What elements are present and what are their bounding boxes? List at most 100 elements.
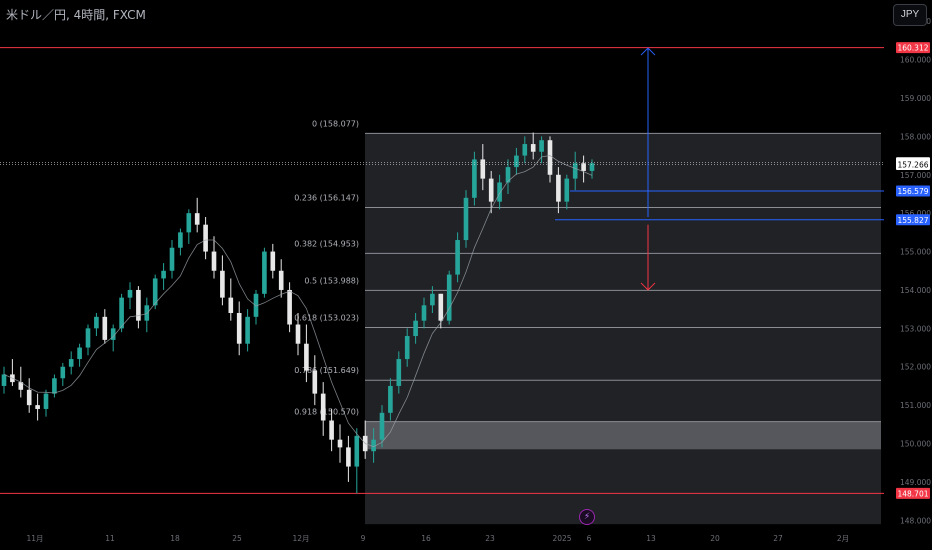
candle-body bbox=[220, 270, 225, 298]
candle-body bbox=[43, 393, 49, 409]
candle-body bbox=[35, 405, 40, 409]
x-tick-label: 20 bbox=[710, 534, 720, 543]
x-tick-label: 13 bbox=[646, 534, 656, 543]
x-tick-label: 9 bbox=[361, 534, 366, 543]
y-tick-label: 158.000 bbox=[900, 132, 931, 141]
candle-body bbox=[60, 366, 66, 379]
fib-level-label: 0.382 (154.953) bbox=[294, 239, 359, 248]
down-arrow-head bbox=[640, 282, 656, 291]
candle-body bbox=[68, 359, 74, 367]
fib-level-label: 0.786 (151.649) bbox=[294, 366, 359, 375]
lightning-icon[interactable]: ⚡ bbox=[579, 509, 595, 525]
price-label-bg bbox=[896, 214, 930, 226]
candle-body bbox=[236, 312, 242, 344]
y-tick-label: 152.000 bbox=[900, 363, 931, 372]
y-tick-label: 154.000 bbox=[900, 286, 931, 295]
candle-body bbox=[127, 289, 133, 298]
candle-body bbox=[505, 167, 511, 183]
candle-body bbox=[522, 144, 528, 156]
candle-body bbox=[337, 439, 343, 448]
chart-title: 米ドル／円, 4時間, FXCM bbox=[6, 8, 146, 22]
x-tick-label: 25 bbox=[232, 534, 242, 543]
fib-level-label: 0.236 (156.147) bbox=[294, 194, 359, 203]
y-tick-label: 155.000 bbox=[900, 248, 931, 257]
price-label-bg bbox=[896, 185, 930, 197]
candle-body bbox=[421, 305, 427, 321]
x-tick-label: 16 bbox=[421, 534, 431, 543]
candle-body bbox=[253, 293, 259, 317]
y-tick-label: 156.000 bbox=[900, 209, 931, 218]
candle-body bbox=[136, 289, 141, 321]
candle-body bbox=[1, 374, 7, 386]
candle-body bbox=[371, 439, 376, 452]
moving-average-line bbox=[3, 155, 593, 448]
x-tick-label: 6 bbox=[587, 534, 592, 543]
candle-body bbox=[497, 182, 502, 202]
y-tick-label: 151.000 bbox=[900, 401, 931, 410]
y-tick-label: 157.000 bbox=[900, 171, 931, 180]
candle-body bbox=[438, 293, 444, 321]
candle-body bbox=[295, 324, 301, 344]
x-tick-label: 12月 bbox=[292, 534, 309, 543]
candle-body bbox=[152, 278, 158, 306]
candle-body bbox=[186, 213, 192, 233]
fib-level-label: 0.618 (153.023) bbox=[294, 313, 359, 322]
candle-body bbox=[379, 412, 385, 440]
candle-body bbox=[480, 159, 486, 179]
candle-body bbox=[211, 251, 217, 271]
fib-level-label: 0.5 (153.988) bbox=[304, 276, 359, 285]
y-tick-label: 159.000 bbox=[900, 94, 931, 103]
price-label: 148.701 bbox=[897, 489, 928, 498]
y-tick-label: 149.000 bbox=[900, 478, 931, 487]
candle-body bbox=[18, 382, 24, 390]
candle-body bbox=[320, 393, 326, 421]
price-label-bg bbox=[896, 42, 930, 54]
candle-body bbox=[472, 159, 477, 198]
candle-body bbox=[85, 328, 91, 348]
candle-body bbox=[178, 232, 183, 248]
fib-band bbox=[365, 421, 881, 450]
price-label: 155.827 bbox=[897, 216, 928, 225]
candle-body bbox=[102, 316, 108, 340]
candle-body bbox=[119, 297, 124, 329]
y-tick-label: 148.000 bbox=[900, 516, 931, 525]
candle-body bbox=[52, 378, 57, 394]
candle-body bbox=[463, 197, 469, 241]
candle-body bbox=[94, 316, 99, 329]
price-label: 156.579 bbox=[897, 187, 928, 196]
candle-body bbox=[388, 385, 393, 413]
candle-body bbox=[589, 163, 595, 171]
candle-body bbox=[161, 270, 166, 279]
x-tick-label: 23 bbox=[485, 534, 495, 543]
candle-body bbox=[110, 328, 116, 340]
currency-button[interactable]: JPY bbox=[893, 4, 927, 26]
x-tick-label: 18 bbox=[170, 534, 180, 543]
candle-body bbox=[413, 320, 418, 337]
candle-body bbox=[26, 389, 32, 406]
fib-zone bbox=[365, 133, 881, 525]
candle-body bbox=[304, 343, 309, 371]
candle-body bbox=[287, 289, 292, 325]
candle-body bbox=[194, 213, 200, 225]
y-tick-label: 153.000 bbox=[900, 324, 931, 333]
candle-body bbox=[514, 155, 519, 168]
candle-body bbox=[396, 359, 402, 386]
y-tick-label: 150.000 bbox=[900, 440, 931, 449]
candle-body bbox=[354, 435, 360, 467]
candle-body bbox=[581, 163, 586, 171]
candle-body bbox=[262, 251, 267, 294]
candle-body bbox=[329, 420, 334, 440]
x-tick-label: 2025 bbox=[552, 534, 571, 543]
candle-body bbox=[430, 293, 435, 306]
x-tick-label: 11月 bbox=[26, 534, 43, 543]
candle-body bbox=[245, 316, 250, 344]
candle-body bbox=[77, 347, 82, 360]
candle-body bbox=[539, 140, 544, 152]
candle-body bbox=[169, 247, 175, 271]
candle-body bbox=[278, 270, 284, 290]
fib-level-label: 0.918 (150.570) bbox=[294, 408, 359, 417]
price-label: 157.266 bbox=[897, 161, 928, 170]
candle-body bbox=[404, 336, 410, 360]
